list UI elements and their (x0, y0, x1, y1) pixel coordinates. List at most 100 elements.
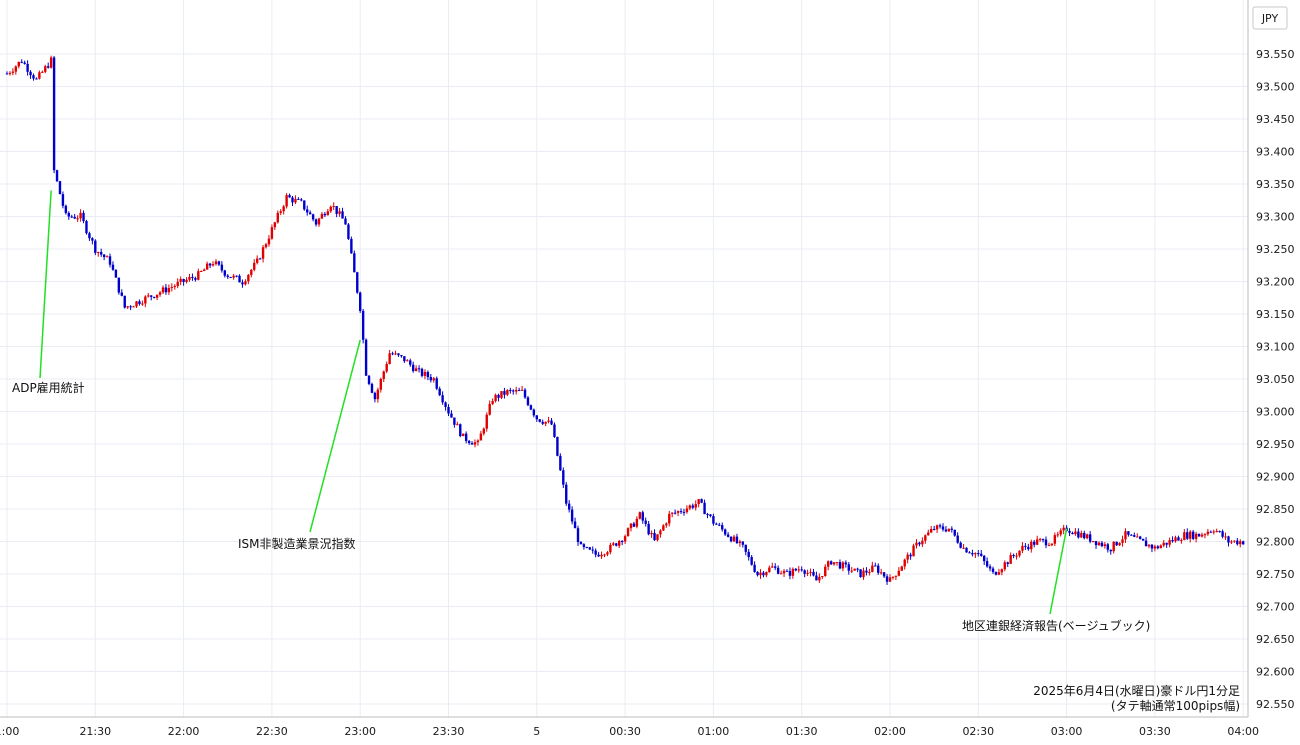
candle-body (188, 276, 191, 280)
candle-body (620, 540, 624, 542)
candle-body (862, 570, 865, 578)
candle-body (938, 525, 942, 527)
annotation-label: 地区連銀経済報告(ベージュブック) (962, 618, 1150, 633)
candle-body (868, 571, 871, 573)
candle-body (891, 576, 895, 578)
candle-body (1009, 555, 1012, 564)
candle-body (276, 212, 279, 223)
candle-body (182, 278, 185, 282)
x-tick-label: 21:30 (79, 725, 111, 738)
candle-body (97, 252, 100, 254)
candle-body (88, 233, 91, 239)
candle-body (997, 572, 1001, 575)
candle-body (741, 541, 745, 545)
x-tick-label: 1:00 (0, 725, 19, 738)
candle-body (1162, 542, 1165, 546)
y-tick-label: 92.650 (1256, 633, 1295, 646)
candle-body (829, 561, 833, 565)
candle-body (794, 568, 798, 571)
candle-body (824, 566, 827, 577)
candle-body (111, 264, 115, 270)
candle-body (726, 534, 730, 537)
candle-body (438, 388, 441, 396)
candle-body (261, 247, 265, 259)
candle-body (308, 212, 312, 215)
candle-body (744, 544, 747, 552)
candle-body (264, 244, 268, 248)
candle-body (850, 570, 853, 572)
candle-body (1203, 534, 1207, 536)
candle-body (921, 540, 924, 545)
candle-body (968, 552, 971, 554)
candle-body (55, 170, 59, 182)
candle-body (685, 508, 689, 513)
candle-body (338, 211, 341, 214)
candle-body (29, 71, 32, 76)
candle-body (1150, 544, 1154, 549)
candle-body (1147, 544, 1151, 547)
candle-body (1227, 536, 1230, 543)
candle-body (320, 213, 324, 219)
candle-body (629, 523, 633, 529)
candle-body (626, 528, 630, 537)
candle-body (99, 252, 103, 255)
candle-body (1130, 534, 1133, 536)
candle-body (815, 575, 818, 581)
candle-body (1080, 532, 1083, 538)
candle-body (388, 353, 391, 365)
x-tick-label: 03:30 (1139, 725, 1171, 738)
candle-body (600, 554, 603, 557)
candle-body (91, 238, 94, 241)
candle-body (750, 556, 753, 565)
candle-body (411, 364, 415, 372)
candle-body (464, 433, 468, 441)
candle-body (856, 568, 859, 570)
candle-body (1094, 541, 1098, 546)
candle-body (509, 389, 512, 391)
candle-body (303, 200, 306, 210)
candle-body (912, 545, 915, 557)
candle-body (1071, 532, 1074, 535)
candle-body (1141, 538, 1145, 541)
candle-body (1200, 534, 1204, 537)
candle-body (659, 530, 662, 535)
candle-body (409, 360, 412, 365)
candle-body (582, 544, 586, 548)
candle-body (562, 470, 565, 485)
candle-body (1074, 531, 1077, 535)
candle-body (238, 275, 241, 283)
footnote-line-1: 2025年6月4日(水曜日)豪ドル円1分足 (1033, 683, 1240, 698)
candle-body (1012, 555, 1015, 557)
candle-body (185, 279, 188, 282)
candle-body (1021, 545, 1024, 551)
candle-body (359, 292, 362, 311)
candle-body (291, 197, 294, 203)
candle-body (152, 296, 156, 298)
candle-body (200, 271, 203, 273)
currency-badge[interactable]: JPY (1252, 6, 1288, 30)
y-tick-label: 93.300 (1256, 211, 1295, 224)
candle-body (1121, 539, 1124, 543)
candle-body (915, 542, 918, 546)
candle-body (700, 499, 703, 503)
candle-body (347, 224, 350, 239)
candle-body (765, 572, 768, 576)
candle-body (1156, 546, 1160, 549)
candle-body (553, 424, 556, 437)
candle-body (838, 562, 842, 569)
candle-body (965, 547, 968, 553)
candle-body (453, 417, 456, 425)
candle-body (800, 569, 803, 571)
annotation-line (309, 339, 361, 533)
candle-body (317, 218, 321, 225)
candle-body (503, 391, 506, 395)
x-tick-label: 22:00 (168, 725, 200, 738)
candle-body (1159, 545, 1162, 549)
candle-body (447, 406, 450, 414)
candle-body (1018, 550, 1021, 556)
candle-body (988, 566, 992, 569)
price-candles (5, 55, 1245, 585)
candle-body (541, 421, 544, 424)
candle-body (735, 536, 739, 543)
candle-body (547, 420, 550, 422)
